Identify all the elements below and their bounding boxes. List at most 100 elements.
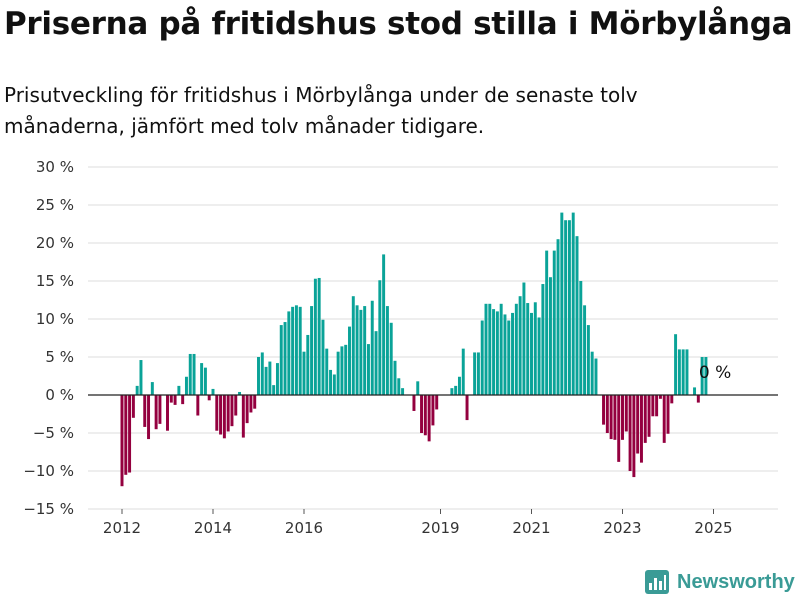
- bar: [241, 395, 245, 438]
- end-value-label: 0 %: [699, 363, 731, 383]
- bar: [488, 303, 492, 395]
- bar: [586, 325, 590, 395]
- bar: [192, 353, 196, 395]
- bar: [700, 357, 704, 395]
- x-tick-label: 2025: [694, 519, 732, 537]
- bar: [427, 395, 431, 442]
- bar: [378, 280, 382, 395]
- bar: [450, 388, 454, 395]
- bar: [545, 250, 549, 395]
- bar: [401, 388, 405, 395]
- bar: [245, 395, 249, 424]
- bar: [454, 385, 458, 395]
- bar: [613, 395, 617, 440]
- bar: [147, 395, 151, 440]
- bar: [674, 334, 678, 395]
- bar: [351, 296, 355, 395]
- bar: [306, 334, 310, 395]
- bar: [184, 376, 188, 395]
- bar: [696, 395, 700, 403]
- bar: [332, 374, 336, 395]
- bar: [420, 395, 424, 433]
- y-tick-label: 0 %: [45, 386, 74, 404]
- bar: [348, 326, 351, 395]
- bar: [435, 395, 439, 410]
- bar: [666, 395, 670, 434]
- bar: [124, 395, 128, 475]
- bar: [389, 322, 393, 395]
- bar: [670, 395, 674, 404]
- bar: [203, 367, 207, 395]
- bar: [461, 348, 465, 395]
- bar: [476, 352, 480, 395]
- bar: [253, 395, 257, 409]
- x-tick-label: 2012: [103, 519, 141, 537]
- bar: [621, 395, 624, 440]
- bar: [298, 306, 302, 395]
- bar: [325, 348, 329, 395]
- bar: [507, 320, 511, 395]
- y-tick-label: 5 %: [45, 348, 74, 366]
- bar: [639, 395, 643, 463]
- y-tick-label: −5 %: [33, 424, 74, 442]
- bar: [169, 395, 173, 403]
- bar: [238, 391, 242, 395]
- gridlines: [88, 166, 778, 510]
- chart-subtitle: Prisutveckling för fritidshus i Mörbylån…: [4, 83, 638, 138]
- bar: [188, 353, 192, 395]
- bar: [260, 352, 264, 395]
- bar: [226, 395, 230, 432]
- bar: [234, 395, 238, 416]
- bar: [393, 360, 397, 395]
- x-tick-label: 2021: [512, 519, 550, 537]
- bar: [207, 395, 211, 401]
- bar: [571, 212, 575, 395]
- bar: [431, 395, 435, 426]
- bar: [499, 303, 503, 395]
- x-tick-label: 2016: [285, 519, 323, 537]
- y-tick-label: 20 %: [36, 234, 74, 252]
- bar-chart-icon: [645, 570, 669, 594]
- bar: [609, 395, 613, 440]
- bar: [154, 395, 158, 430]
- bar: [662, 395, 666, 443]
- bar: [503, 314, 507, 395]
- bar: [658, 395, 662, 399]
- bar: [416, 381, 420, 395]
- bar: [655, 395, 659, 417]
- bar: [139, 360, 143, 395]
- bar: [329, 369, 333, 395]
- bar: [173, 395, 177, 405]
- bar: [632, 395, 636, 478]
- bar: [457, 376, 461, 395]
- bar: [257, 357, 260, 395]
- bar: [313, 278, 317, 395]
- bar: [321, 319, 325, 395]
- brand-name: Newsworthy: [677, 570, 795, 593]
- bar: [385, 306, 389, 395]
- bar: [344, 344, 348, 395]
- bar: [693, 387, 697, 395]
- bar: [541, 284, 545, 395]
- bar: [677, 349, 681, 395]
- x-tick-label: 2023: [603, 519, 641, 537]
- bar: [166, 395, 169, 431]
- bar: [336, 351, 340, 395]
- bar: [560, 212, 564, 395]
- bar: [495, 311, 499, 395]
- bar: [602, 395, 606, 425]
- bar: [704, 357, 708, 395]
- bar: [291, 306, 295, 395]
- bar: [533, 302, 537, 395]
- bar: [279, 325, 283, 395]
- bar: [552, 250, 556, 395]
- bar: [480, 320, 484, 395]
- brand-logo: Newsworthy: [645, 570, 795, 594]
- bar: [219, 395, 223, 435]
- bar: [366, 344, 370, 395]
- bar: [294, 305, 298, 395]
- bar: [643, 395, 647, 443]
- bar: [412, 395, 416, 411]
- bar: [647, 395, 651, 437]
- y-tick-label: 10 %: [36, 310, 74, 328]
